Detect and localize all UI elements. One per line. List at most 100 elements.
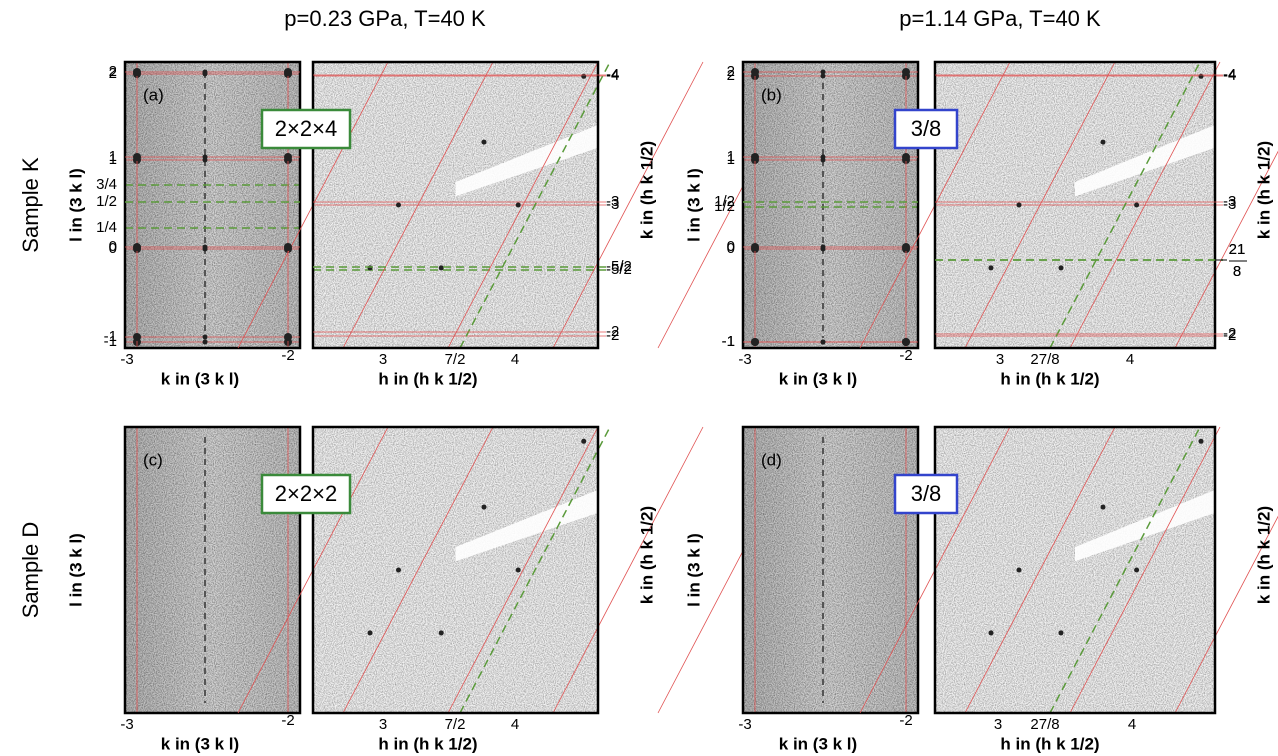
y-tick-label: -5/2 [606, 261, 632, 278]
column-title: p=0.23 GPa, T=40 K [284, 6, 486, 31]
peak [1100, 504, 1106, 510]
peak [1134, 202, 1140, 208]
peak [751, 153, 759, 161]
peak [1198, 438, 1204, 444]
peak [133, 68, 141, 76]
x-tick-label: -3 [738, 716, 751, 733]
peak [820, 339, 826, 345]
label-box [893, 473, 959, 515]
peak [133, 153, 141, 161]
image-noise [313, 427, 598, 713]
x-axis-label: h in (h k 1/2) [1000, 369, 1099, 388]
x-tick-label: 3 [379, 716, 387, 733]
peak [1016, 202, 1022, 208]
peak [202, 154, 208, 160]
peak [284, 68, 292, 76]
grid-line [964, 61, 1116, 349]
peak [1134, 567, 1140, 573]
x-axis-label: k in (3 k l) [779, 369, 857, 388]
peak [202, 244, 208, 250]
gap [455, 489, 598, 562]
y-axis-label: k in (h k 1/2) [1254, 506, 1273, 604]
y-tick-label: 2 [727, 63, 735, 80]
y-tick-label: 0 [727, 238, 735, 255]
y-tick-label: 3/4 [96, 176, 117, 193]
y-tick-label: -1 [722, 333, 735, 350]
peak [481, 504, 487, 510]
y-tick-label: 0 [109, 238, 117, 255]
image-noise [125, 62, 300, 348]
peak [133, 333, 141, 341]
peak [515, 202, 521, 208]
y-tick-label: 2 [727, 67, 735, 84]
y-tick-label: 1/2 [714, 198, 735, 215]
y-tick-label: -1 [722, 333, 735, 350]
x-tick-label: 3 [379, 351, 387, 368]
peak [367, 265, 373, 271]
image-noise [935, 427, 1215, 713]
y-axis-label: l in (3 k l) [66, 533, 85, 607]
peak [902, 68, 910, 76]
y-tick-label: 1/4 [96, 219, 117, 236]
grid-line [552, 61, 704, 349]
y-tick-label: -4 [606, 66, 619, 83]
peak [902, 243, 910, 251]
peak [481, 139, 487, 145]
frame [311, 425, 600, 715]
y-axis-label: l in (3 k l) [66, 168, 85, 242]
x-axis-label: h in (h k 1/2) [378, 369, 477, 388]
row-title: Sample K [18, 157, 43, 253]
label-box-text: 2×2×2 [275, 481, 337, 506]
row-title: Sample D [18, 522, 43, 619]
x-tick-label: -3 [738, 351, 751, 368]
peak [820, 73, 826, 79]
peak [396, 567, 401, 573]
x-tick-label: 4 [511, 716, 519, 733]
y-tick-label: -2 [606, 327, 619, 344]
x-tick-label: 3 [994, 716, 1002, 733]
peak [751, 68, 759, 76]
x-tick-label: -3 [120, 716, 133, 733]
dashed-line [459, 61, 611, 349]
label-box [260, 473, 352, 515]
x-axis-label: h in (h k 1/2) [378, 734, 477, 753]
y-tick-label: 8 [1233, 263, 1241, 280]
x-tick-label: 27/8 [1030, 716, 1059, 733]
grid-line [447, 61, 599, 349]
y-tick-label: 2 [109, 63, 117, 80]
x-axis-label: k in (3 k l) [161, 369, 239, 388]
label-box-text: 2×2×4 [275, 116, 337, 141]
peak [581, 73, 587, 79]
label-box-text: 3/8 [911, 481, 942, 506]
peak [1058, 265, 1064, 271]
peak [820, 154, 826, 160]
y-tick-label: 1 [727, 151, 735, 168]
x-tick-label: 4 [1126, 351, 1134, 368]
x-tick-label: -2 [899, 347, 912, 364]
label-box [260, 108, 352, 150]
dashed-line [459, 426, 611, 714]
y-tick-label: -1 [104, 328, 117, 345]
panel-label: (d) [761, 450, 782, 469]
grid-line [964, 426, 1116, 714]
y-tick-label: -2 [606, 323, 619, 340]
y-axis-label: l in (3 k l) [684, 168, 703, 242]
y-tick-label: 1/2 [714, 193, 735, 210]
panel-label: (a) [143, 85, 164, 104]
x-axis-label: k in (3 k l) [779, 734, 857, 753]
grid-line [1069, 61, 1221, 349]
x-tick-label: 7/2 [445, 716, 466, 733]
peak [367, 630, 373, 636]
x-tick-label: 3 [996, 351, 1004, 368]
label-box [893, 108, 959, 150]
x-tick-label: 27/8 [1030, 351, 1059, 368]
x-tick-label: 4 [1128, 716, 1136, 733]
peak [1058, 630, 1064, 636]
y-tick-label: 2 [109, 65, 117, 82]
column-title: p=1.14 GPa, T=40 K [899, 6, 1101, 31]
y-tick-label: 1 [109, 151, 117, 168]
gap [1075, 489, 1215, 562]
frame [123, 425, 302, 715]
dashed-line [1049, 426, 1201, 714]
y-tick-label: 0 [727, 240, 735, 257]
